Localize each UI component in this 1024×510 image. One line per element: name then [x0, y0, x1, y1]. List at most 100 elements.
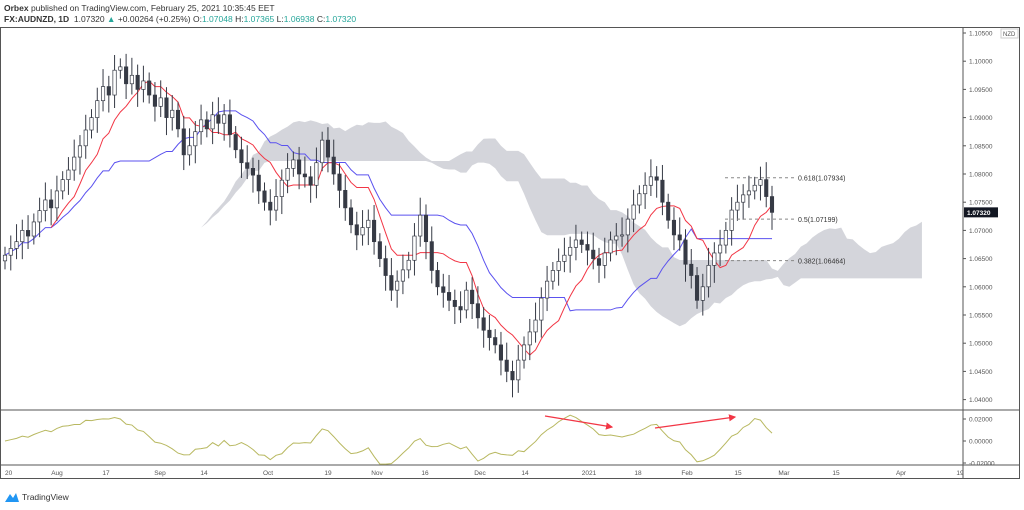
candle: [285, 168, 290, 181]
time-tick-label: Aug: [51, 470, 63, 477]
candle: [660, 179, 665, 203]
candle: [227, 114, 232, 135]
candle: [141, 80, 146, 90]
time-tick-label: Oct: [263, 470, 273, 477]
candle: [302, 173, 307, 178]
time-tick-label: Feb: [681, 470, 693, 477]
candle: [262, 190, 267, 203]
candle: [60, 179, 65, 192]
candle: [412, 235, 417, 261]
price-tick-label: 1.04500: [969, 369, 993, 376]
candle: [26, 230, 31, 237]
candle: [239, 149, 244, 164]
candle: [308, 176, 313, 186]
candle: [124, 66, 129, 85]
indicator-tick-label: -0.02000: [969, 461, 995, 468]
candle: [37, 210, 42, 223]
candle: [66, 169, 71, 180]
candle: [233, 134, 238, 151]
candle: [700, 286, 705, 301]
candle: [533, 319, 538, 333]
time-tick-label: 14: [521, 470, 529, 477]
price-tick-label: 1.08000: [969, 172, 993, 179]
candle: [464, 289, 469, 311]
candle: [314, 162, 319, 186]
candle: [348, 207, 354, 226]
price-chart[interactable]: 0.618(1.07934) 0.5(1.07199) 0.382(1.06464)…: [0, 0, 1024, 485]
candle: [337, 173, 342, 191]
time-tick-label: Dec: [474, 470, 486, 477]
candle: [343, 190, 348, 209]
candle: [14, 241, 19, 249]
divergence-arrow: [654, 414, 737, 429]
candle: [769, 196, 775, 213]
candle: [764, 179, 769, 197]
candle: [712, 252, 717, 266]
candle: [20, 230, 25, 243]
price-tick-label: 1.09000: [969, 115, 993, 122]
candle: [671, 219, 677, 236]
candle: [556, 261, 561, 271]
candle: [429, 241, 434, 271]
candle: [216, 114, 221, 124]
publish-info: Orbex published on TradingView.com, Febr…: [4, 3, 275, 13]
candle: [666, 201, 671, 221]
candle: [106, 86, 111, 96]
candle: [643, 184, 648, 195]
fib-level-label: 0.5(1.07199): [798, 217, 838, 224]
candle: [637, 193, 642, 206]
candle: [199, 119, 204, 133]
price-tick-label: 1.07000: [969, 228, 993, 235]
candle: [752, 184, 757, 192]
candle: [447, 292, 452, 301]
time-tick-label: 15: [734, 470, 742, 477]
candle: [193, 131, 198, 147]
time-tick-label: 17: [102, 470, 110, 477]
time-tick-label: Mar: [778, 470, 790, 477]
candle: [481, 317, 486, 331]
candle: [360, 227, 365, 236]
candle: [273, 196, 279, 211]
candle: [568, 246, 573, 256]
candle: [596, 258, 602, 266]
candle: [147, 80, 152, 96]
candle: [372, 219, 377, 243]
up-arrow-icon: ▲: [107, 14, 116, 24]
candle: [256, 174, 261, 192]
price-tick-label: 1.09500: [969, 87, 993, 94]
price-tick-label: 1.04000: [969, 397, 993, 404]
candle: [510, 371, 515, 381]
candle: [279, 179, 284, 197]
candle: [729, 209, 734, 231]
candle: [591, 249, 596, 259]
price-tick-label: 1.10000: [969, 59, 993, 66]
candle: [112, 69, 117, 96]
candle: [723, 230, 728, 246]
candle: [435, 270, 440, 288]
close-label: C:: [316, 14, 326, 24]
candle: [631, 204, 636, 220]
candle: [539, 297, 544, 321]
candle: [158, 97, 163, 107]
candle: [470, 289, 475, 305]
candle: [297, 159, 302, 175]
candle: [527, 331, 532, 346]
close-value: 1.07320: [325, 14, 357, 24]
price-tick-label: 1.07500: [969, 200, 993, 207]
candle: [741, 194, 746, 203]
time-tick-label: 15: [832, 470, 840, 477]
candle: [504, 359, 509, 372]
candle: [423, 214, 429, 243]
tradingview-logo[interactable]: TradingView: [5, 492, 69, 502]
kijun-sen-line: [4, 110, 772, 312]
candle: [521, 344, 527, 361]
time-tick-label: Sep: [154, 470, 166, 477]
candle: [550, 270, 555, 282]
price-tick-label: 1.10500: [969, 31, 993, 38]
candle: [452, 299, 457, 307]
time-tick-label: Nov: [371, 470, 383, 477]
chart-frame: [0, 27, 1020, 479]
symbol-legend: FX:AUDNZD, 1D 1.07320 ▲ +0.00264 (+0.25%…: [4, 14, 356, 24]
high-label: H:: [235, 14, 244, 24]
candle: [77, 145, 83, 158]
